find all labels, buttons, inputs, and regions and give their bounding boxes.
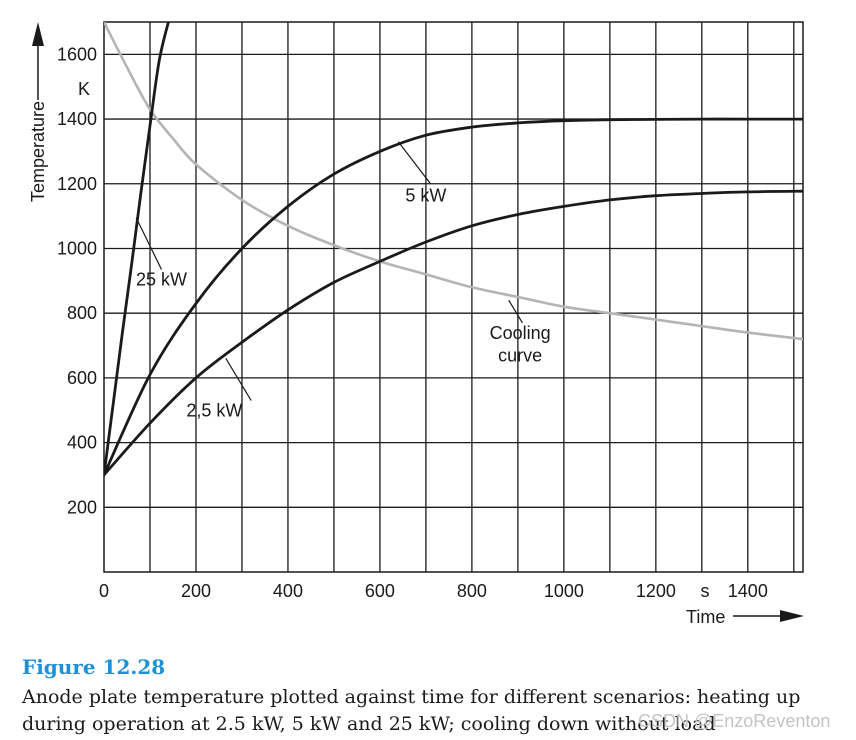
- annotation-label: curve: [498, 346, 542, 366]
- figure-caption-text: Anode plate temperature plotted against …: [22, 686, 801, 735]
- y-axis-title: Temperature: [28, 101, 48, 202]
- leader-25kw: [135, 217, 163, 270]
- leader-2-5kw: [225, 358, 252, 401]
- x-tick-label: 1200: [636, 581, 676, 601]
- temperature-time-chart: 0 200 400 600 800 1000 1200 1400 200 400 600 800 100…: [28, 21, 804, 627]
- y-tick-label: 1600: [57, 44, 97, 64]
- figure-caption-title: Figure 12.28: [22, 655, 166, 679]
- y-axis-unit: K: [78, 79, 90, 99]
- annotation-label: 2,5 kW: [186, 401, 242, 421]
- leader-5kw: [397, 141, 431, 185]
- y-tick-label: 1400: [57, 109, 97, 129]
- x-axis-arrow-head: [780, 610, 804, 622]
- y-tick-label: 800: [67, 303, 97, 323]
- y-tick-label: 1200: [57, 174, 97, 194]
- x-axis-unit: s: [701, 581, 710, 601]
- chart-grid: [103, 21, 804, 573]
- chart-curves: [104, 22, 803, 477]
- y-tick-label: 1000: [57, 238, 97, 258]
- series-line-2-5-kw: [104, 189, 803, 477]
- annotation-label: 25 kW: [136, 270, 187, 290]
- curve-annotations: 25 kW 5 kW 2,5 kW Cooling curve: [136, 186, 551, 421]
- x-tick-label: 800: [457, 581, 487, 601]
- axis-tick-labels: 0 200 400 600 800 1000 1200 1400 200 400 600 800 100…: [57, 44, 768, 601]
- series-line-cooling-curve: [104, 22, 803, 341]
- x-tick-label: 600: [365, 581, 395, 601]
- x-tick-label: 1000: [544, 581, 584, 601]
- y-axis-arrow-head: [32, 22, 44, 46]
- y-tick-label: 600: [67, 368, 97, 388]
- series-line-25-kw: [104, 22, 170, 477]
- x-tick-label: 400: [273, 581, 303, 601]
- y-tick-label: 200: [67, 497, 97, 517]
- leader-cooling: [508, 299, 523, 324]
- y-tick-label: 400: [67, 433, 97, 453]
- watermark: CSDN @EnzoReventon: [638, 711, 831, 731]
- annotation-label: Cooling: [490, 323, 551, 343]
- x-axis-title: Time: [686, 607, 725, 627]
- x-tick-label: 200: [181, 581, 211, 601]
- label-leader-lines: [135, 141, 523, 401]
- plot-frame: [103, 21, 804, 573]
- x-tick-label: 0: [99, 581, 109, 601]
- annotation-label: 5 kW: [405, 186, 446, 206]
- series-line-5-kw: [104, 117, 803, 477]
- x-tick-label: 1400: [728, 581, 768, 601]
